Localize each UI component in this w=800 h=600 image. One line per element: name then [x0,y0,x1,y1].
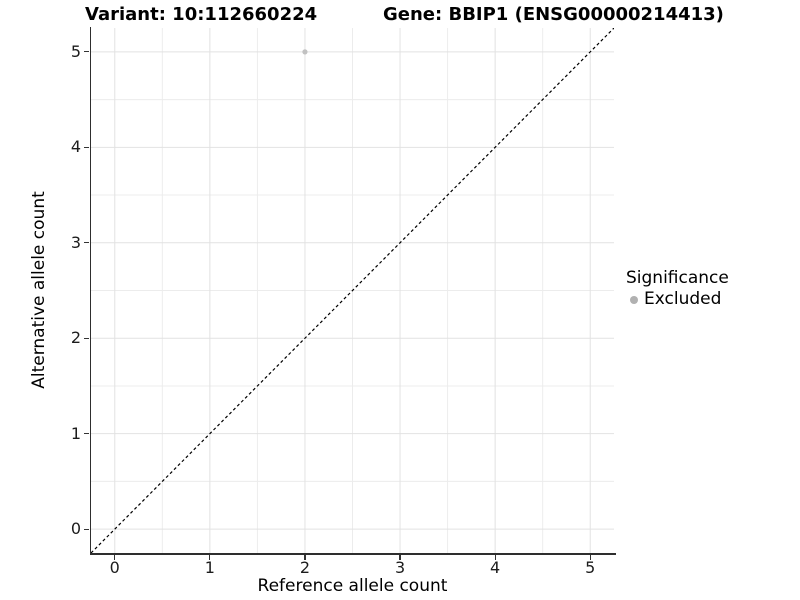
y-tick-mark [84,337,89,339]
x-tick-mark [589,555,591,560]
x-tick-label: 3 [394,558,406,577]
x-axis-title: Reference allele count [257,576,448,596]
x-tick-label: 1 [204,558,215,577]
x-tick-mark [399,555,401,560]
x-tick-label: 4 [490,558,501,577]
x-tick-label: 2 [299,558,311,577]
data-point-excluded [302,49,308,55]
y-axis-title: Alternative allele count [29,191,49,389]
legend-entry-label: Excluded [644,289,722,309]
x-tick-mark [209,555,211,560]
excluded-point-icon [630,295,638,304]
x-tick-mark [304,555,306,560]
y-tick-mark [84,146,89,148]
y-tick-mark [84,242,89,244]
y-tick-label: 5 [70,41,81,61]
legend: Significance Excluded [626,269,729,309]
x-axis-line [89,553,616,555]
y-tick-label: 2 [70,328,81,348]
y-tick-label: 0 [70,519,81,539]
x-tick-mark [494,555,496,560]
scatter-plot-canvas [90,27,615,554]
identity-dashed-line [90,27,615,554]
y-tick-label: 4 [70,137,81,157]
y-tick-label: 3 [70,232,81,252]
legend-entry-excluded: Excluded [626,290,729,309]
x-tick-label: 5 [585,558,596,577]
y-tick-label: 1 [70,423,81,443]
x-tick-mark [114,555,116,560]
legend-title: Significance [626,268,729,288]
y-axis-line [89,27,92,554]
y-tick-mark [84,528,89,530]
variant-title: Variant: 10:112660224 [85,4,318,25]
y-tick-mark [84,433,89,435]
x-tick-label: 0 [109,558,120,577]
gene-title: Gene: BBIP1 (ENSG00000214413) [383,4,724,25]
y-tick-mark [84,51,89,53]
plot-panel [90,27,615,554]
